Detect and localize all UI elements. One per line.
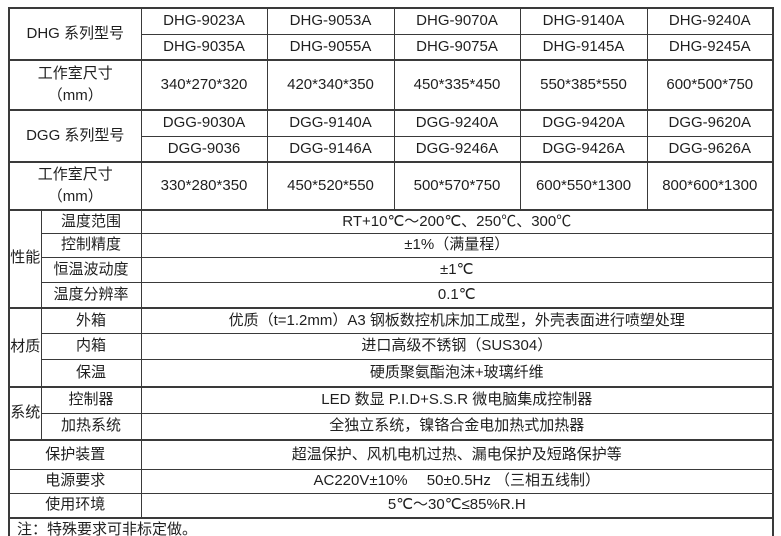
material-row-insulation: 保温 硬质聚氨酯泡沫+玻璃纤维 bbox=[9, 359, 774, 387]
dhg-model-cell: DHG-9145A bbox=[519, 33, 648, 61]
dgg-model-cell: DGG-9246A bbox=[393, 135, 521, 163]
environment-row: 使用环境 5℃～30℃≤85%R.H bbox=[8, 493, 774, 518]
dhg-chamber-size-cell: 340*270*320 bbox=[140, 59, 268, 111]
dhg-model-cell: DHG-9075A bbox=[393, 33, 521, 61]
spec-value-cell: 全独立系统，镍铬合金电加热式加热器 bbox=[140, 413, 774, 440]
spec-label-cell: 控制器 bbox=[40, 385, 142, 414]
performance-row-fluctuation: 恒温波动度 ±1℃ bbox=[9, 257, 774, 283]
performance-row-accuracy: 控制精度 ±1%（满量程） bbox=[9, 233, 774, 258]
dgg-series-label-cell: DGG 系列型号 bbox=[8, 109, 142, 163]
performance-row-temp-range: 性能 温度范围 RT+10℃～200℃、250℃、300℃ bbox=[8, 208, 774, 308]
dhg-chamber-size-row: 工作室尺寸 （mm） 340*270*320 420*340*350 450*3… bbox=[8, 59, 774, 111]
spec-label-cell: 保护装置 bbox=[8, 438, 142, 470]
chamber-label-line1: 工作室尺寸 bbox=[37, 65, 113, 83]
dgg-model-cell: DGG-9146A bbox=[266, 135, 395, 163]
spec-value-cell: 超温保护、风机电机过热、漏电保护及短路保护等 bbox=[140, 438, 774, 470]
power-row: 电源要求 AC220V±10% 50±0.5Hz （三相五线制） bbox=[8, 469, 774, 494]
dhg-model-cell: DHG-9140A bbox=[519, 7, 648, 35]
spec-value-cell: AC220V±10% 50±0.5Hz （三相五线制） bbox=[140, 469, 774, 494]
dhg-chamber-size-cell: 450*335*450 bbox=[393, 59, 521, 111]
spec-value-cell: 0.1℃ bbox=[140, 282, 774, 308]
material-group-cell: 材质 bbox=[8, 306, 42, 387]
spec-label-cell: 保温 bbox=[40, 359, 142, 387]
spec-label-cell: 温度范围 bbox=[40, 208, 142, 234]
system-row-heating: 加热系统 全独立系统，镍铬合金电加热式加热器 bbox=[9, 413, 774, 440]
dgg-model-cell: DGG-9240A bbox=[393, 109, 521, 137]
dhg-models-row-2: DHG-9035A DHG-9055A DHG-9075A DHG-9145A … bbox=[9, 33, 774, 61]
spec-label-cell: 外箱 bbox=[40, 306, 142, 334]
spec-label-cell: 温度分辨率 bbox=[40, 282, 142, 308]
dhg-models-row-1: DHG 系列型号 DHG-9023A DHG-9053A DHG-9070A D… bbox=[8, 7, 774, 61]
spec-label-cell: 控制精度 bbox=[40, 233, 142, 258]
dhg-model-cell: DHG-9053A bbox=[266, 7, 395, 35]
dgg-model-cell: DGG-9140A bbox=[266, 109, 395, 137]
performance-row-resolution: 温度分辨率 0.1℃ bbox=[9, 282, 774, 308]
performance-group-cell: 性能 bbox=[8, 208, 42, 308]
dgg-model-cell: DGG-9036 bbox=[140, 135, 268, 163]
dgg-chamber-size-cell: 450*520*550 bbox=[266, 161, 395, 210]
spec-label-cell: 恒温波动度 bbox=[40, 257, 142, 283]
note-row: 注：特殊要求可非标定做。 bbox=[8, 516, 774, 536]
spec-value-cell: LED 数显 P.I.D+S.S.R 微电脑集成控制器 bbox=[140, 385, 774, 414]
dhg-model-cell: DHG-9055A bbox=[266, 33, 395, 61]
dhg-chamber-size-cell: 550*385*550 bbox=[519, 59, 648, 111]
spec-table: DHG 系列型号 DHG-9023A DHG-9053A DHG-9070A D… bbox=[8, 7, 775, 536]
dgg-model-cell: DGG-9620A bbox=[646, 109, 774, 137]
spec-value-cell: ±1%（满量程） bbox=[140, 233, 774, 258]
dgg-model-cell: DGG-9420A bbox=[519, 109, 648, 137]
dhg-chamber-label-cell: 工作室尺寸 （mm） bbox=[8, 59, 142, 111]
spec-value-cell: 进口高级不锈钢（SUS304） bbox=[140, 333, 774, 360]
dgg-model-cell: DGG-9626A bbox=[646, 135, 774, 163]
dgg-model-cell: DGG-9426A bbox=[519, 135, 648, 163]
dgg-chamber-size-cell: 330*280*350 bbox=[140, 161, 268, 210]
dgg-model-cell: DGG-9030A bbox=[140, 109, 268, 137]
material-row-inner-box: 内箱 进口高级不锈钢（SUS304） bbox=[9, 333, 774, 360]
dhg-chamber-size-cell: 420*340*350 bbox=[266, 59, 395, 111]
dgg-chamber-size-row: 工作室尺寸 （mm） 330*280*350 450*520*550 500*5… bbox=[8, 161, 774, 210]
spec-value-cell: RT+10℃～200℃、250℃、300℃ bbox=[140, 208, 774, 234]
dhg-series-label-cell: DHG 系列型号 bbox=[8, 7, 142, 61]
protection-row: 保护装置 超温保护、风机电机过热、漏电保护及短路保护等 bbox=[8, 438, 774, 470]
dhg-model-cell: DHG-9035A bbox=[140, 33, 268, 61]
chamber-label-line2: （mm） bbox=[47, 187, 103, 205]
spec-value-cell: ±1℃ bbox=[140, 257, 774, 283]
dhg-chamber-size-cell: 600*500*750 bbox=[646, 59, 774, 111]
spec-label-cell: 加热系统 bbox=[40, 413, 142, 440]
dhg-model-cell: DHG-9245A bbox=[646, 33, 774, 61]
spec-value-cell: 优质（t=1.2mm）A3 钢板数控机床加工成型，外壳表面进行喷塑处理 bbox=[140, 306, 774, 334]
note-cell: 注：特殊要求可非标定做。 bbox=[8, 516, 774, 536]
spec-label-cell: 内箱 bbox=[40, 333, 142, 360]
dhg-model-cell: DHG-9070A bbox=[393, 7, 521, 35]
dgg-models-row-1: DGG 系列型号 DGG-9030A DGG-9140A DGG-9240A D… bbox=[8, 109, 774, 163]
dgg-chamber-size-cell: 600*550*1300 bbox=[519, 161, 648, 210]
system-group-cell: 系统 bbox=[8, 385, 42, 440]
dhg-model-cell: DHG-9240A bbox=[646, 7, 774, 35]
dgg-chamber-size-cell: 500*570*750 bbox=[393, 161, 521, 210]
spec-value-cell: 硬质聚氨酯泡沫+玻璃纤维 bbox=[140, 359, 774, 387]
dgg-chamber-size-cell: 800*600*1300 bbox=[646, 161, 774, 210]
spec-label-cell: 电源要求 bbox=[8, 469, 142, 494]
dhg-model-cell: DHG-9023A bbox=[140, 7, 268, 35]
chamber-label-line1: 工作室尺寸 bbox=[37, 166, 113, 183]
dgg-chamber-label-cell: 工作室尺寸 （mm） bbox=[8, 161, 142, 210]
material-row-outer-box: 材质 外箱 优质（t=1.2mm）A3 钢板数控机床加工成型，外壳表面进行喷塑处… bbox=[8, 306, 774, 387]
system-row-controller: 系统 控制器 LED 数显 P.I.D+S.S.R 微电脑集成控制器 bbox=[8, 385, 774, 440]
chamber-label-line2: （mm） bbox=[47, 87, 103, 104]
dgg-models-row-2: DGG-9036 DGG-9146A DGG-9246A DGG-9426A D… bbox=[9, 135, 774, 163]
spec-label-cell: 使用环境 bbox=[8, 493, 142, 518]
spec-value-cell: 5℃～30℃≤85%R.H bbox=[140, 493, 774, 518]
